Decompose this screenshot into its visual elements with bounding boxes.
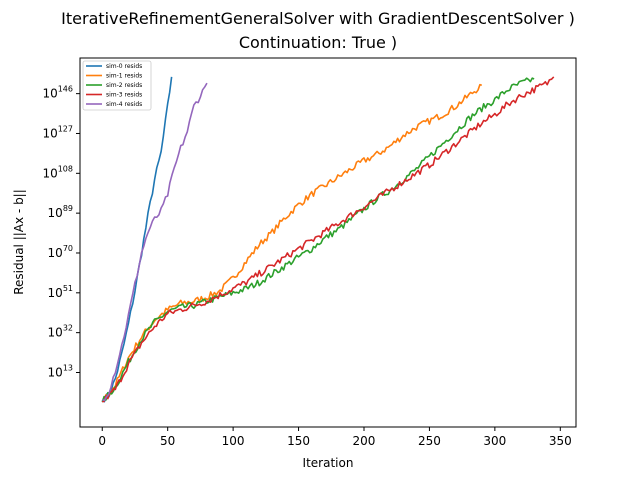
legend-label-4: sim-4 resids — [106, 101, 142, 108]
y-tick-label: 1089 — [48, 204, 73, 220]
y-tick-label: 1032 — [48, 324, 73, 340]
series-line-0 — [101, 76, 173, 403]
y-ticks: 1013 1032 1051 1070 1089 10108 10127 10146 — [42, 85, 80, 379]
series-line-4 — [102, 82, 208, 402]
y-axis-label: Residual ||Ax - b|| — [12, 189, 26, 295]
legend-label-0: sim-0 resids — [106, 63, 142, 70]
series-layer — [101, 76, 555, 403]
y-tick-label: 1013 — [48, 363, 73, 379]
x-tick-label: 250 — [418, 434, 441, 448]
legend-box — [82, 60, 152, 111]
x-tick-label: 0 — [98, 434, 106, 448]
legend-label-1: sim-1 resids — [106, 73, 142, 80]
y-tick-label: 1070 — [48, 244, 73, 260]
series-line-3 — [101, 76, 555, 403]
x-axis-label: Iteration — [303, 456, 354, 470]
legend: sim-0 resids sim-1 resids sim-2 resids sim-… — [82, 60, 152, 111]
x-tick-label: 100 — [222, 434, 245, 448]
y-tick-label: 1051 — [48, 284, 73, 300]
y-tick-label: 10146 — [42, 85, 73, 101]
legend-label-2: sim-2 resids — [106, 82, 142, 89]
series-line-1 — [101, 83, 483, 403]
chart-subtitle: Continuation: True ) — [239, 33, 397, 52]
plot-frame — [79, 57, 577, 428]
y-tick-label: 10127 — [42, 124, 73, 140]
x-tick-label: 300 — [483, 434, 506, 448]
x-tick-label: 200 — [353, 434, 376, 448]
x-tick-label: 50 — [160, 434, 175, 448]
chart-title: IterativeRefinementGeneralSolver with Gr… — [61, 9, 575, 28]
x-tick-label: 350 — [549, 434, 572, 448]
x-tick-label: 150 — [287, 434, 310, 448]
legend-label-3: sim-3 resids — [106, 92, 142, 99]
series-line-2 — [101, 77, 535, 403]
y-tick-label: 10108 — [42, 164, 73, 180]
x-ticks: 0 50 100 150 200 250 300 350 — [98, 427, 572, 448]
